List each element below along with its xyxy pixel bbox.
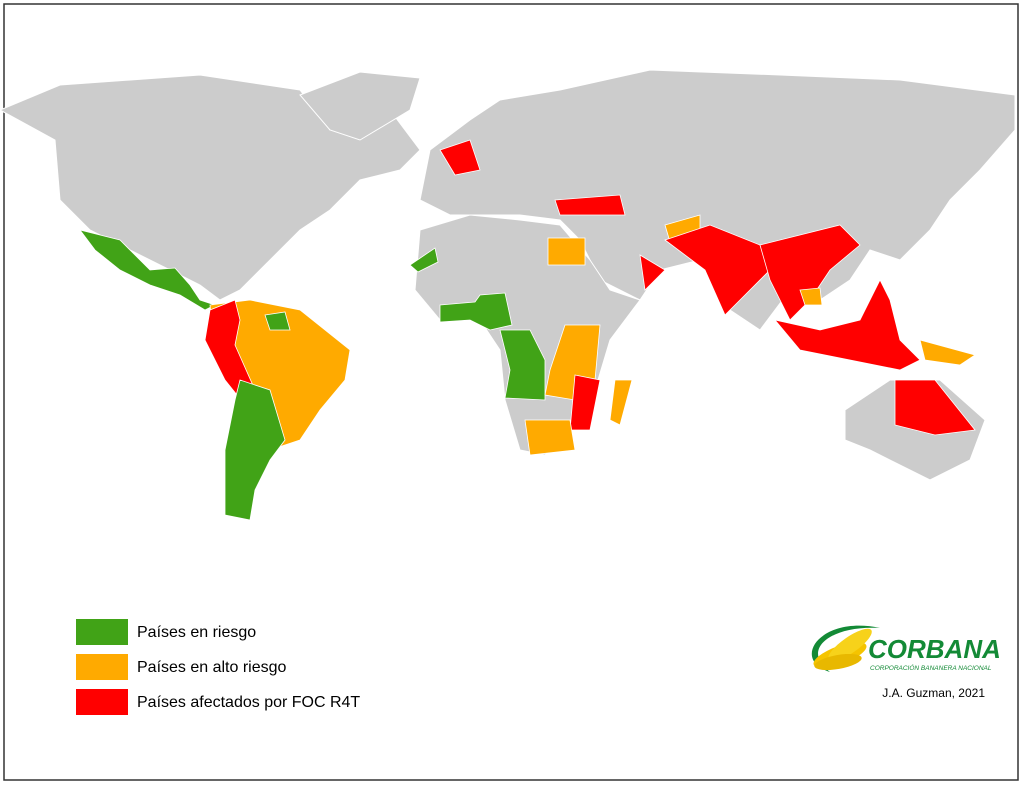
credit: J.A. Guzman, 2021 [882,686,985,700]
legend-label: Países en riesgo [137,624,256,641]
legend: Países en riesgo Países en alto riesgo P… [76,619,360,715]
world-map [0,69,1016,521]
legend-swatch [76,689,128,715]
uk [439,139,481,176]
madagascar [609,379,633,426]
legend-swatch [76,619,128,645]
angola-congo [499,329,546,401]
guyana [264,311,291,331]
legend-label: Países afectados por FOC R4T [137,694,360,711]
india [664,224,771,316]
logo-swoosh [811,625,880,672]
logo: CORBANA CORPORACIÓN BANANERA NACIONAL [811,625,1001,672]
legend-swatch [76,654,128,680]
oman [639,254,666,291]
queensland-nt [894,379,976,436]
logo-banana [828,628,872,662]
greenland [299,71,421,141]
papua-new-guinea [919,339,976,366]
egypt [547,237,586,266]
cambodia [799,287,823,306]
legend-label: Países en alto riesgo [137,659,287,676]
southeast-asia [759,224,861,321]
indonesia-philippines [773,279,921,371]
logo-banana [814,653,862,671]
mozambique [569,374,601,431]
south-africa [524,419,576,456]
turkey [554,194,626,216]
western-sahara [409,247,439,273]
west-africa [439,292,513,331]
logo-name: CORBANA [868,634,1001,664]
southern-cone [224,379,286,521]
logo-tagline: CORPORACIÓN BANANERA NACIONAL [870,663,992,672]
eurasia [419,69,1016,331]
